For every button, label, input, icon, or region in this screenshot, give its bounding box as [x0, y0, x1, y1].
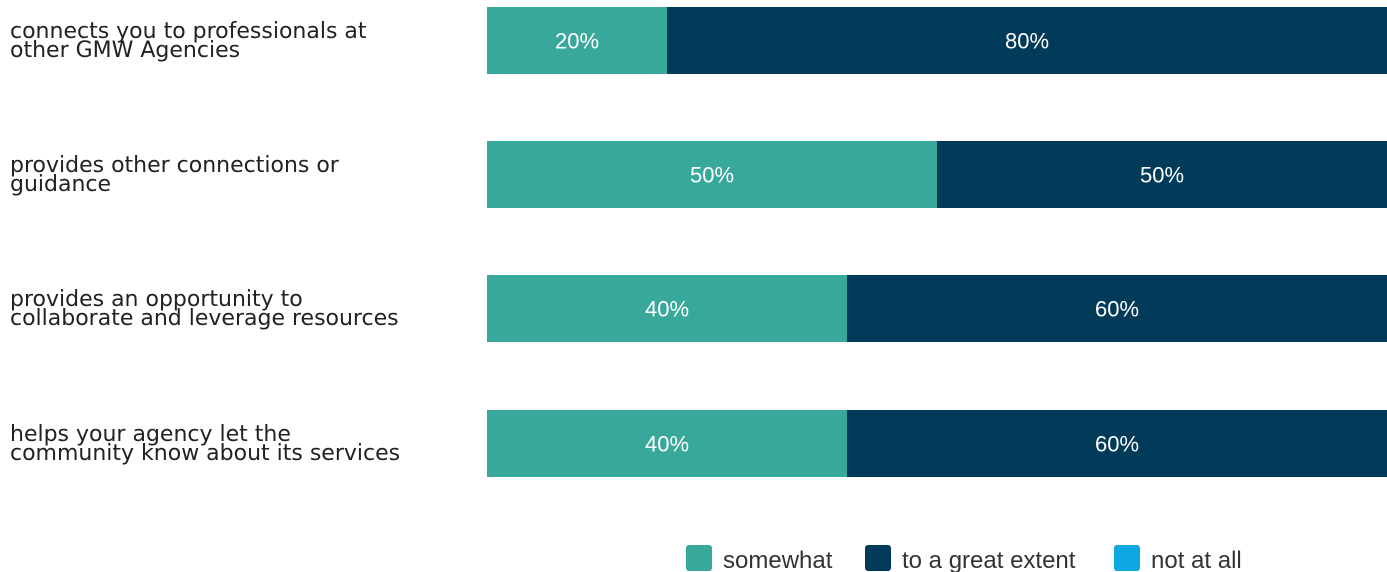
bar-segment [487, 275, 847, 342]
bar-segment [487, 141, 937, 208]
bar-segment [847, 410, 1387, 477]
data-label: 50% [690, 163, 734, 188]
category-label: connects you to professionals at other GM… [10, 19, 367, 63]
bar-segment [667, 7, 1387, 74]
legend-label: somewhat [723, 547, 833, 572]
bar-segment [487, 7, 667, 74]
legend: somewhat to a great extent not at all [686, 545, 1242, 572]
category-label: provides an opportunity to collaborate an… [10, 287, 399, 331]
data-label: 50% [1140, 163, 1184, 188]
bar-segment [937, 141, 1387, 208]
data-label: 80% [1005, 29, 1049, 54]
bars-layer: 20% 80% 50% 50% 40% 60% 40% 60% [487, 7, 1387, 477]
data-label: 40% [645, 297, 689, 322]
category-label: helps your agency let the community know … [10, 422, 400, 466]
legend-swatch [1114, 545, 1140, 571]
data-label: 20% [555, 29, 599, 54]
legend-swatch [686, 545, 712, 571]
data-label: 40% [645, 432, 689, 457]
data-label: 60% [1095, 432, 1139, 457]
legend-label: to a great extent [902, 547, 1076, 572]
legend-swatch [865, 545, 891, 571]
bar-segment [847, 275, 1387, 342]
data-label: 60% [1095, 297, 1139, 322]
category-label: provides other connections or guidance [10, 153, 340, 197]
category-labels: connects you to professionals at other GM… [10, 19, 400, 466]
legend-label: not at all [1151, 547, 1242, 572]
bar-segment [487, 410, 847, 477]
